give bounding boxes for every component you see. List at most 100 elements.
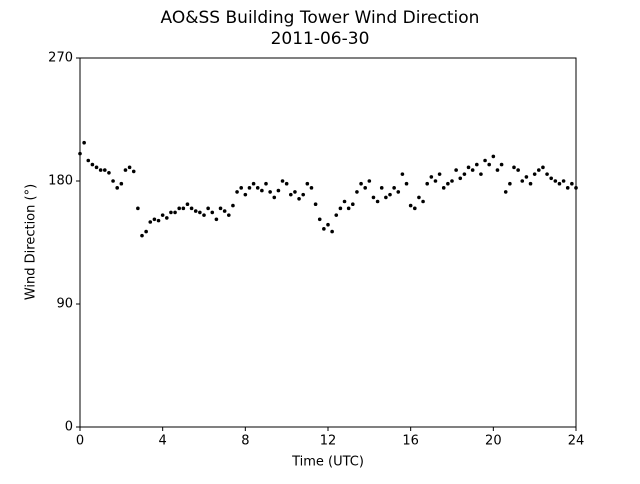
point [355,190,359,194]
point [202,213,206,217]
point [239,186,243,190]
point [450,179,454,183]
point [144,229,148,234]
point [289,192,293,197]
point [363,186,368,190]
point [483,158,487,163]
point [413,206,417,211]
point [148,220,153,224]
point [218,206,223,211]
point [437,172,442,176]
point [479,172,483,176]
point [247,186,252,190]
point [185,202,190,207]
point [557,181,562,186]
point [561,179,566,183]
point [541,165,545,170]
point [103,168,107,172]
point [127,165,132,170]
point [512,165,516,170]
point [454,168,458,172]
point [189,206,194,211]
point [284,181,289,186]
point [388,192,392,197]
point [222,209,227,213]
point [508,181,512,186]
point [198,210,202,215]
point [346,206,351,211]
plot-frame [79,57,577,428]
point [425,181,430,186]
point [136,206,140,211]
point [214,217,219,222]
x-axis-label: Time (UTC) [291,455,364,470]
chart-subtitle: 2011-06-30 [271,29,370,49]
point [487,162,492,167]
point [491,154,496,159]
point [123,168,128,172]
point [351,202,355,207]
point [268,190,272,194]
point [537,168,541,172]
point [280,179,285,183]
point [326,222,330,227]
y-tick-label: 180 [48,174,73,189]
y-tick-label: 270 [48,51,73,66]
point [181,206,186,211]
point [545,172,549,176]
point [313,202,318,207]
point [330,229,334,234]
x-tick-label: 8 [241,434,249,449]
point [165,216,169,220]
point [272,195,277,200]
point [458,176,463,181]
point [470,168,475,172]
point [466,165,471,170]
point [160,213,165,217]
point [384,195,388,200]
point [140,233,144,238]
point [210,210,215,215]
point [82,140,86,145]
point [131,169,136,174]
point [107,171,111,175]
point [152,217,157,222]
point [429,175,434,179]
x-tick-label: 12 [320,434,337,449]
point [94,165,99,170]
point [156,218,161,223]
point [115,186,119,190]
x-tick-label: 16 [402,434,419,449]
x-tick-label: 20 [485,434,502,449]
point [495,168,500,172]
chart-title: AO&SS Building Tower Wind Direction [161,8,480,28]
point [260,188,264,193]
point [524,175,529,179]
y-tick-label: 0 [65,420,73,435]
point [322,227,326,231]
point [379,186,384,190]
point [301,192,306,197]
point [90,162,95,167]
point [169,210,173,215]
point [231,203,235,208]
point [334,213,339,217]
point [317,217,322,222]
point [553,179,558,183]
point [475,162,479,167]
x-tick-label: 4 [159,434,167,449]
point [193,209,198,213]
x-tick-label: 24 [568,434,585,449]
point [293,190,297,194]
point [305,181,310,186]
point [520,179,525,183]
point [98,168,103,172]
point [462,172,467,176]
point [499,162,504,167]
point [528,181,533,186]
point [177,206,181,211]
point [417,195,421,200]
point [549,176,553,181]
